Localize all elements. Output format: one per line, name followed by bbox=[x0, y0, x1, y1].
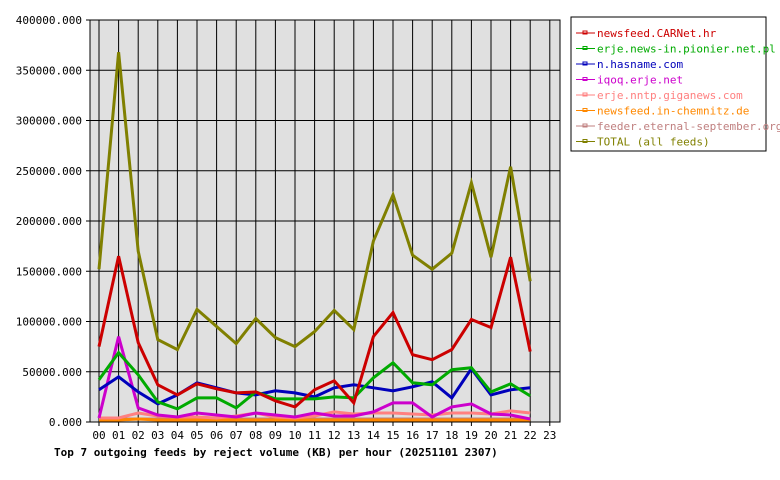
y-tick-label: 200000.000 bbox=[16, 215, 82, 228]
x-tick-label: 23 bbox=[543, 429, 556, 442]
legend-marker-icon bbox=[582, 108, 588, 112]
x-axis: 00 01 02 03 04 05 06 07 08 09 10 11 12 13 14 15 16 17 18 19… bbox=[92, 429, 556, 442]
legend-label: newsfeed.CARNet.hr bbox=[597, 27, 717, 40]
x-tick-label: 12 bbox=[328, 429, 341, 442]
series-line-newsfeed-carnet-hr bbox=[97, 255, 532, 409]
x-tick-label: 14 bbox=[367, 429, 381, 442]
x-tick-label: 19 bbox=[465, 429, 478, 442]
x-tick-label: 04 bbox=[171, 429, 185, 442]
legend-item: erje.nntp.giganews.com bbox=[576, 89, 743, 102]
legend-label: newsfeed.in-chemnitz.de bbox=[597, 105, 749, 118]
legend-marker-icon bbox=[582, 77, 588, 81]
x-tick-label: 01 bbox=[112, 429, 125, 442]
chart-title: Top 7 outgoing feeds by reject volume (K… bbox=[54, 446, 498, 459]
x-tick-label: 10 bbox=[288, 429, 301, 442]
legend-marker-icon bbox=[582, 30, 588, 35]
legend-item: iqoq.erje.net bbox=[576, 74, 683, 87]
series-line-erje-news-in-pionier-net-pl bbox=[97, 350, 531, 411]
x-tick-label: 08 bbox=[249, 429, 262, 442]
x-tick-label: 09 bbox=[269, 429, 282, 442]
series-line-total-all-feeds- bbox=[97, 52, 532, 352]
y-tick-label: 100000.000 bbox=[16, 316, 82, 329]
x-tick-label: 02 bbox=[132, 429, 145, 442]
grid-lines bbox=[86, 19, 560, 426]
x-tick-label: 16 bbox=[406, 429, 419, 442]
x-tick-label: 03 bbox=[151, 429, 164, 442]
legend-label: TOTAL (all feeds) bbox=[597, 136, 710, 149]
series-lines bbox=[97, 52, 532, 422]
legend-box bbox=[570, 16, 767, 152]
legend-item: erje.news-in.pionier.net.pl bbox=[576, 43, 776, 56]
legend: newsfeed.CARNet.hr erje.news-in.pionier.n… bbox=[570, 16, 780, 152]
x-tick-label: 11 bbox=[308, 429, 321, 442]
x-tick-label: 07 bbox=[230, 429, 243, 442]
x-tick-label: 21 bbox=[504, 429, 517, 442]
series-line-n-hasname-com bbox=[98, 366, 531, 406]
legend-marker-icon bbox=[582, 139, 588, 143]
series-line-newsfeed-in-chemnitz-de bbox=[99, 417, 531, 422]
y-tick-label: 350000.000 bbox=[16, 64, 82, 77]
legend-label: feeder.eternal-september.org bbox=[597, 120, 780, 133]
legend-label: iqoq.erje.net bbox=[597, 74, 683, 87]
x-tick-label: 18 bbox=[445, 429, 458, 442]
legend-item: newsfeed.in-chemnitz.de bbox=[576, 105, 749, 118]
x-tick-label: 13 bbox=[347, 429, 360, 442]
legend-item: n.hasname.com bbox=[576, 58, 683, 71]
legend-item: TOTAL (all feeds) bbox=[576, 136, 710, 149]
y-tick-label: 0.000 bbox=[49, 416, 82, 429]
series-line-iqoq-erje-net bbox=[97, 336, 531, 421]
legend-label: erje.news-in.pionier.net.pl bbox=[597, 43, 776, 56]
x-tick-label: 15 bbox=[386, 429, 399, 442]
y-tick-label: 250000.000 bbox=[16, 165, 82, 178]
y-tick-label: 150000.000 bbox=[16, 265, 82, 278]
y-tick-label: 50000.000 bbox=[22, 366, 82, 379]
legend-item: feeder.eternal-september.org bbox=[576, 120, 780, 133]
x-tick-label: 17 bbox=[426, 429, 439, 442]
legend-marker-icon bbox=[582, 92, 588, 97]
x-tick-label: 05 bbox=[190, 429, 203, 442]
legend-marker-icon bbox=[582, 46, 588, 50]
x-tick-label: 06 bbox=[210, 429, 223, 442]
legend-item: newsfeed.CARNet.hr bbox=[576, 27, 717, 40]
legend-marker-icon bbox=[582, 123, 588, 128]
x-tick-label: 20 bbox=[484, 429, 497, 442]
y-tick-label: 300000.000 bbox=[16, 115, 82, 128]
legend-label: erje.nntp.giganews.com bbox=[597, 89, 743, 102]
y-tick-label: 400000.000 bbox=[16, 14, 82, 27]
x-tick-label: 22 bbox=[524, 429, 537, 442]
y-axis: 0.000 50000.000 100000.000 150000.000 200000… bbox=[16, 14, 82, 429]
x-tick-label: 00 bbox=[92, 429, 105, 442]
legend-label: n.hasname.com bbox=[597, 58, 683, 71]
legend-marker-icon bbox=[582, 61, 588, 66]
